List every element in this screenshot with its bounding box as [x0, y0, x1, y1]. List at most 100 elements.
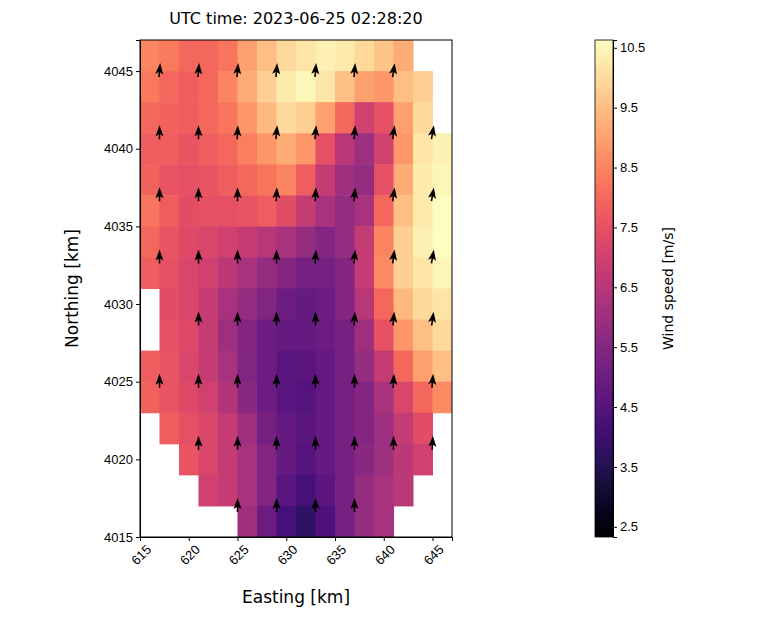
- cell: [199, 289, 219, 321]
- wind-arrow: [273, 249, 281, 263]
- cell: [218, 40, 238, 72]
- cell: [277, 351, 297, 383]
- wind-arrow: [350, 63, 359, 78]
- cell: [140, 195, 160, 227]
- tick: 9.5: [613, 100, 638, 115]
- cell: [413, 133, 433, 165]
- cell: [394, 351, 414, 383]
- cell: [257, 133, 277, 165]
- cell: [413, 71, 433, 103]
- cell: [140, 71, 160, 103]
- cell: [218, 102, 238, 134]
- tick: 645: [421, 537, 447, 568]
- cell: [199, 164, 219, 196]
- tick-label: 4015: [104, 530, 133, 545]
- cell: [238, 351, 258, 383]
- tick: 640: [372, 537, 398, 568]
- tick-label: 625: [226, 542, 252, 568]
- wind-arrow: [195, 125, 203, 139]
- cell: [355, 40, 375, 72]
- cell: [160, 40, 180, 72]
- cell: [277, 133, 297, 165]
- colorbar: [595, 40, 613, 537]
- cell: [179, 40, 199, 72]
- cell: [218, 475, 238, 507]
- tick-mark: [613, 527, 617, 528]
- cell: [257, 289, 277, 321]
- cell: [316, 71, 336, 103]
- cell: [335, 320, 355, 352]
- wind-arrow: [156, 125, 164, 139]
- cell: [374, 320, 394, 352]
- wind-arrow: [273, 498, 281, 512]
- tick: 4035: [104, 219, 140, 234]
- cell: [277, 444, 297, 476]
- cell: [160, 351, 180, 383]
- tick: 4.5: [613, 400, 638, 415]
- cell: [257, 444, 277, 476]
- cell: [238, 413, 258, 445]
- tick-label: 645: [421, 542, 447, 568]
- cell: [277, 40, 297, 72]
- cell: [335, 444, 355, 476]
- cell: [160, 102, 180, 134]
- tick: 6.5: [613, 280, 638, 295]
- cell: [433, 133, 453, 165]
- cell: [394, 289, 414, 321]
- cell: [199, 195, 219, 227]
- cell: [257, 164, 277, 196]
- tick-mark: [335, 537, 336, 541]
- tick: 4015: [104, 530, 140, 545]
- frame: [140, 40, 452, 537]
- cell: [238, 382, 258, 414]
- tick: 10.5: [613, 40, 645, 55]
- cell: [179, 320, 199, 352]
- cell: [199, 71, 219, 103]
- cell: [355, 257, 375, 289]
- cell: [335, 506, 355, 537]
- cell: [355, 195, 375, 227]
- wind-arrow: [273, 436, 281, 450]
- cell: [199, 102, 219, 134]
- cell: [374, 506, 394, 537]
- cell: [199, 382, 219, 414]
- cell: [257, 475, 277, 507]
- wind-arrow: [195, 187, 203, 201]
- tick: 620: [177, 537, 203, 568]
- cell: [160, 257, 180, 289]
- wind-arrow: [195, 249, 203, 263]
- cell: [179, 71, 199, 103]
- cell: [257, 506, 277, 537]
- cell: [296, 289, 316, 321]
- cell: [355, 226, 375, 258]
- wind-arrow: [312, 498, 320, 512]
- tick-label: 9.5: [620, 100, 638, 115]
- cell: [296, 506, 316, 537]
- cell: [179, 444, 199, 476]
- wind-arrow: [234, 249, 242, 263]
- cell: [433, 289, 453, 321]
- wind-arrow: [273, 374, 281, 388]
- wind-arrow: [195, 436, 203, 450]
- cell: [374, 102, 394, 134]
- cell: [277, 289, 297, 321]
- cell: [160, 133, 180, 165]
- cell: [296, 195, 316, 227]
- wind-arrow: [428, 249, 438, 264]
- tick: 625: [226, 537, 252, 568]
- cell: [433, 257, 453, 289]
- tick-mark: [384, 537, 385, 541]
- cell: [238, 475, 258, 507]
- wind-arrow: [350, 187, 359, 202]
- cell: [433, 351, 453, 383]
- wind-arrow: [234, 498, 242, 512]
- wind-arrow: [311, 63, 320, 78]
- wind-arrow: [234, 312, 242, 326]
- cell: [374, 164, 394, 196]
- tick-label: 4020: [104, 452, 133, 467]
- tick: 5.5: [613, 340, 638, 355]
- axis-line: [141, 538, 453, 542]
- cell: [394, 40, 414, 72]
- cell: [296, 444, 316, 476]
- cell: [199, 226, 219, 258]
